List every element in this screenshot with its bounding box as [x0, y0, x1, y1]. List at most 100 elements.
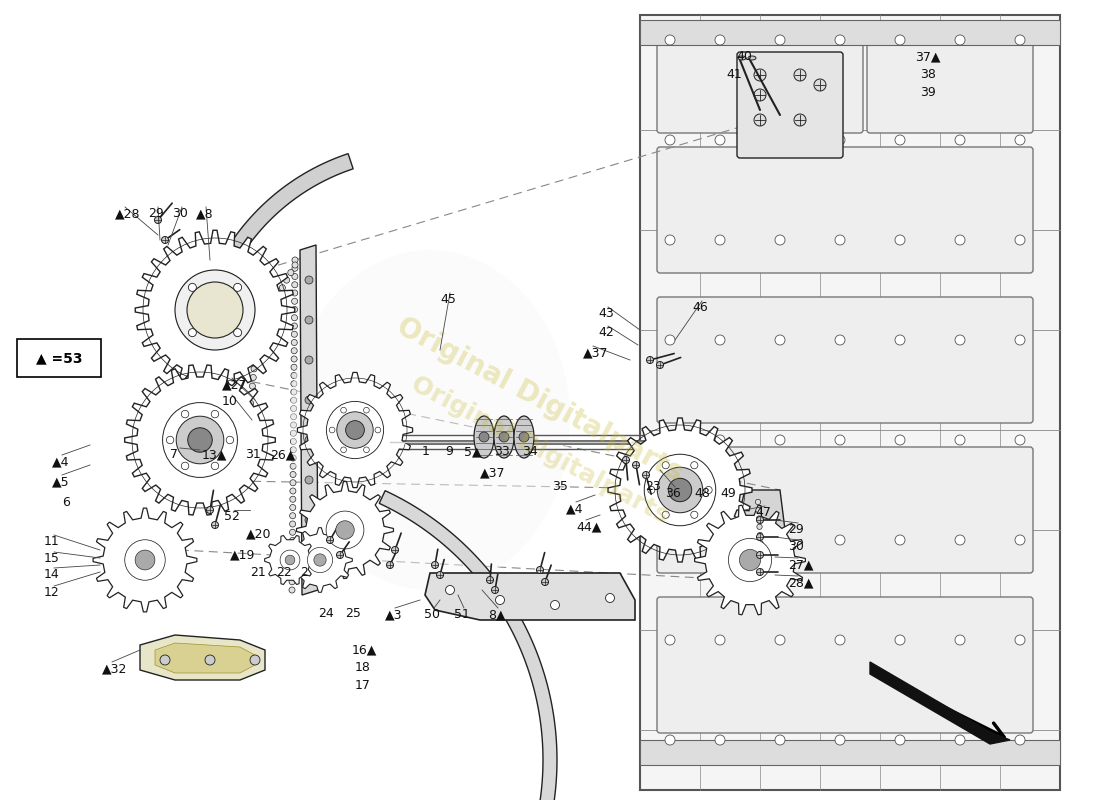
Ellipse shape: [537, 566, 543, 574]
Circle shape: [289, 587, 295, 593]
Circle shape: [250, 655, 260, 665]
FancyBboxPatch shape: [640, 15, 1060, 790]
Circle shape: [307, 547, 332, 573]
Ellipse shape: [392, 546, 398, 554]
Circle shape: [835, 635, 845, 645]
Circle shape: [715, 535, 725, 545]
Circle shape: [666, 335, 675, 345]
Circle shape: [757, 524, 762, 530]
Ellipse shape: [162, 237, 168, 243]
Circle shape: [835, 435, 845, 445]
Circle shape: [284, 277, 289, 283]
FancyBboxPatch shape: [657, 597, 1033, 733]
Polygon shape: [135, 230, 295, 390]
Circle shape: [835, 35, 845, 45]
Circle shape: [758, 549, 763, 554]
Circle shape: [279, 285, 285, 290]
Circle shape: [495, 595, 505, 605]
Ellipse shape: [437, 571, 443, 578]
Text: ▲37: ▲37: [480, 466, 506, 479]
Text: 29: 29: [788, 523, 804, 536]
Text: 37▲: 37▲: [915, 50, 940, 63]
Circle shape: [289, 521, 296, 527]
Circle shape: [776, 35, 785, 45]
Ellipse shape: [642, 471, 649, 478]
Circle shape: [290, 488, 296, 494]
Circle shape: [290, 373, 297, 378]
Circle shape: [336, 521, 354, 539]
FancyBboxPatch shape: [640, 20, 1060, 45]
Circle shape: [758, 541, 763, 546]
Text: ▲4: ▲4: [52, 455, 69, 468]
Polygon shape: [288, 528, 352, 592]
Ellipse shape: [647, 357, 653, 363]
Ellipse shape: [757, 569, 763, 575]
Ellipse shape: [486, 577, 494, 583]
Ellipse shape: [386, 562, 394, 569]
Circle shape: [280, 550, 300, 570]
FancyBboxPatch shape: [657, 447, 1033, 573]
Circle shape: [292, 298, 298, 304]
FancyBboxPatch shape: [657, 297, 1033, 423]
Text: 16▲: 16▲: [352, 643, 377, 656]
Circle shape: [188, 283, 197, 291]
Circle shape: [776, 735, 785, 745]
Polygon shape: [297, 373, 412, 487]
Circle shape: [691, 511, 697, 518]
Circle shape: [955, 35, 965, 45]
Circle shape: [955, 235, 965, 245]
Circle shape: [289, 530, 296, 535]
Circle shape: [254, 349, 261, 355]
Ellipse shape: [211, 522, 219, 529]
Circle shape: [211, 410, 219, 418]
Circle shape: [285, 555, 295, 565]
Circle shape: [895, 235, 905, 245]
Circle shape: [289, 562, 295, 568]
Text: 45: 45: [440, 293, 455, 306]
Circle shape: [314, 554, 327, 566]
Circle shape: [645, 454, 716, 526]
Circle shape: [705, 486, 712, 494]
Text: 25: 25: [345, 607, 361, 620]
Text: 11: 11: [44, 535, 59, 548]
Text: 33: 33: [494, 445, 509, 458]
Text: 17: 17: [355, 679, 371, 692]
Circle shape: [248, 409, 253, 415]
Circle shape: [227, 436, 233, 444]
Circle shape: [955, 635, 965, 645]
Text: 49: 49: [720, 487, 736, 500]
Circle shape: [794, 114, 806, 126]
Text: 36: 36: [666, 487, 681, 500]
Circle shape: [739, 550, 760, 570]
Circle shape: [305, 476, 314, 484]
Polygon shape: [140, 635, 265, 680]
Circle shape: [478, 432, 490, 442]
Text: 5▲: 5▲: [464, 445, 482, 458]
Text: 15: 15: [44, 552, 59, 565]
Text: 35: 35: [552, 480, 568, 493]
Circle shape: [364, 447, 370, 453]
Ellipse shape: [514, 416, 534, 458]
Circle shape: [260, 332, 265, 338]
Text: 47: 47: [755, 506, 771, 519]
Circle shape: [519, 432, 529, 442]
Polygon shape: [379, 490, 557, 800]
Circle shape: [248, 400, 254, 406]
Circle shape: [290, 438, 296, 445]
Circle shape: [326, 511, 364, 549]
Text: 39: 39: [920, 86, 936, 99]
Circle shape: [290, 463, 296, 470]
Text: 34: 34: [522, 445, 538, 458]
Circle shape: [691, 462, 697, 469]
Circle shape: [835, 735, 845, 745]
Circle shape: [794, 69, 806, 81]
Text: 43: 43: [598, 307, 614, 320]
Circle shape: [292, 306, 298, 313]
Text: ▲8: ▲8: [196, 207, 213, 220]
Circle shape: [292, 257, 298, 263]
FancyBboxPatch shape: [867, 27, 1033, 133]
Text: 31: 31: [245, 448, 261, 461]
Text: 29: 29: [148, 207, 164, 220]
Circle shape: [190, 285, 240, 335]
Polygon shape: [195, 250, 235, 320]
